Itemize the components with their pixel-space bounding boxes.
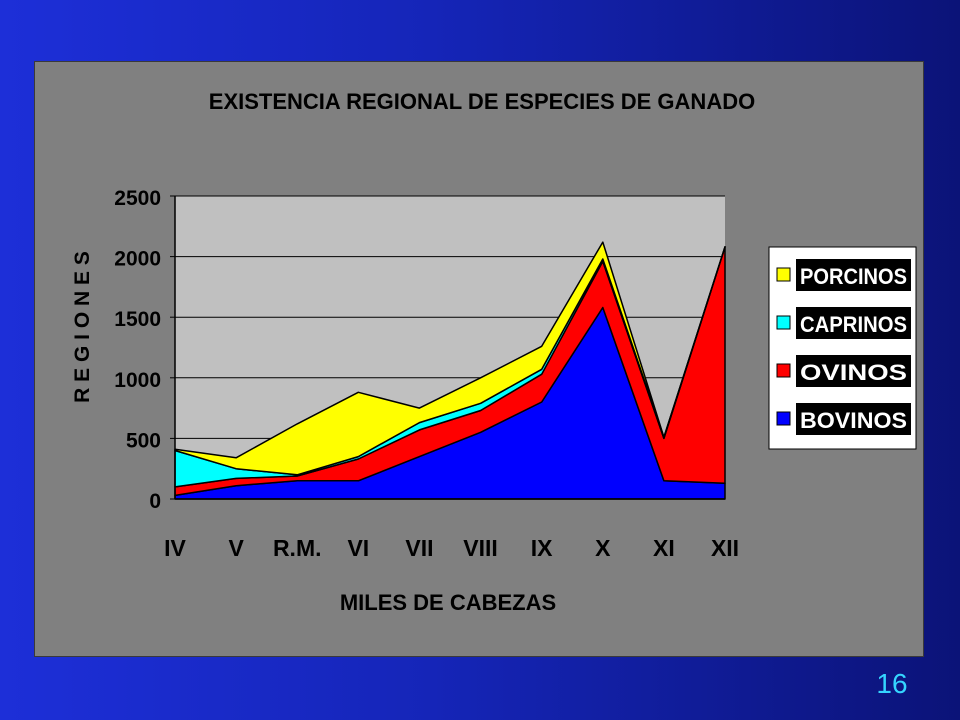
y-tick-label: 1500	[114, 308, 161, 331]
stacked-area-chart: EXISTENCIA REGIONAL DE ESPECIES DE GANAD…	[71, 89, 917, 615]
legend-label-background	[796, 259, 911, 291]
legend-label-background	[796, 403, 911, 435]
x-tick-label: R.M.	[273, 535, 322, 561]
x-tick-label: IX	[531, 535, 553, 561]
legend-swatch-ovinos	[776, 363, 791, 378]
legend-label-background	[796, 355, 911, 387]
y-tick-label: 1000	[114, 369, 161, 392]
x-tick-label: XII	[711, 535, 739, 561]
x-tick-label: IV	[164, 535, 186, 561]
chart-title: EXISTENCIA REGIONAL DE ESPECIES DE GANAD…	[209, 89, 755, 114]
x-tick-label: V	[228, 535, 244, 561]
y-tick-label: 500	[126, 429, 161, 452]
x-tick-label: XI	[653, 535, 675, 561]
legend-label-porcinos: PORCINOS	[800, 264, 907, 289]
legend-swatch-bovinos	[776, 411, 791, 426]
legend-label-background	[796, 307, 911, 339]
legend-label-bovinos: BOVINOS	[800, 408, 907, 433]
legend-label-caprinos: CAPRINOS	[800, 312, 907, 337]
x-tick-label: VIII	[463, 535, 498, 561]
y-tick-label: 2000	[114, 248, 161, 271]
x-tick-label: VII	[405, 535, 433, 561]
slide-number: 16	[876, 668, 908, 699]
x-tick-label: VI	[347, 535, 369, 561]
legend-swatch-caprinos	[776, 315, 791, 330]
series-area-porcinos	[174, 241, 726, 476]
legend-label-ovinos: OVINOS	[800, 360, 907, 385]
y-axis-label: R E G I O N E S	[71, 251, 94, 403]
x-axis-label: MILES DE CABEZAS	[340, 590, 556, 615]
chart-legend: PORCINOS CAPRINOS OVINOS BOVINOS	[768, 246, 917, 450]
y-tick-label: 0	[149, 490, 161, 513]
y-tick-label: 2500	[114, 187, 161, 210]
chart-panel: EXISTENCIA REGIONAL DE ESPECIES DE GANAD…	[34, 61, 924, 657]
x-tick-label: X	[595, 535, 611, 561]
legend-swatch-porcinos	[776, 267, 791, 282]
